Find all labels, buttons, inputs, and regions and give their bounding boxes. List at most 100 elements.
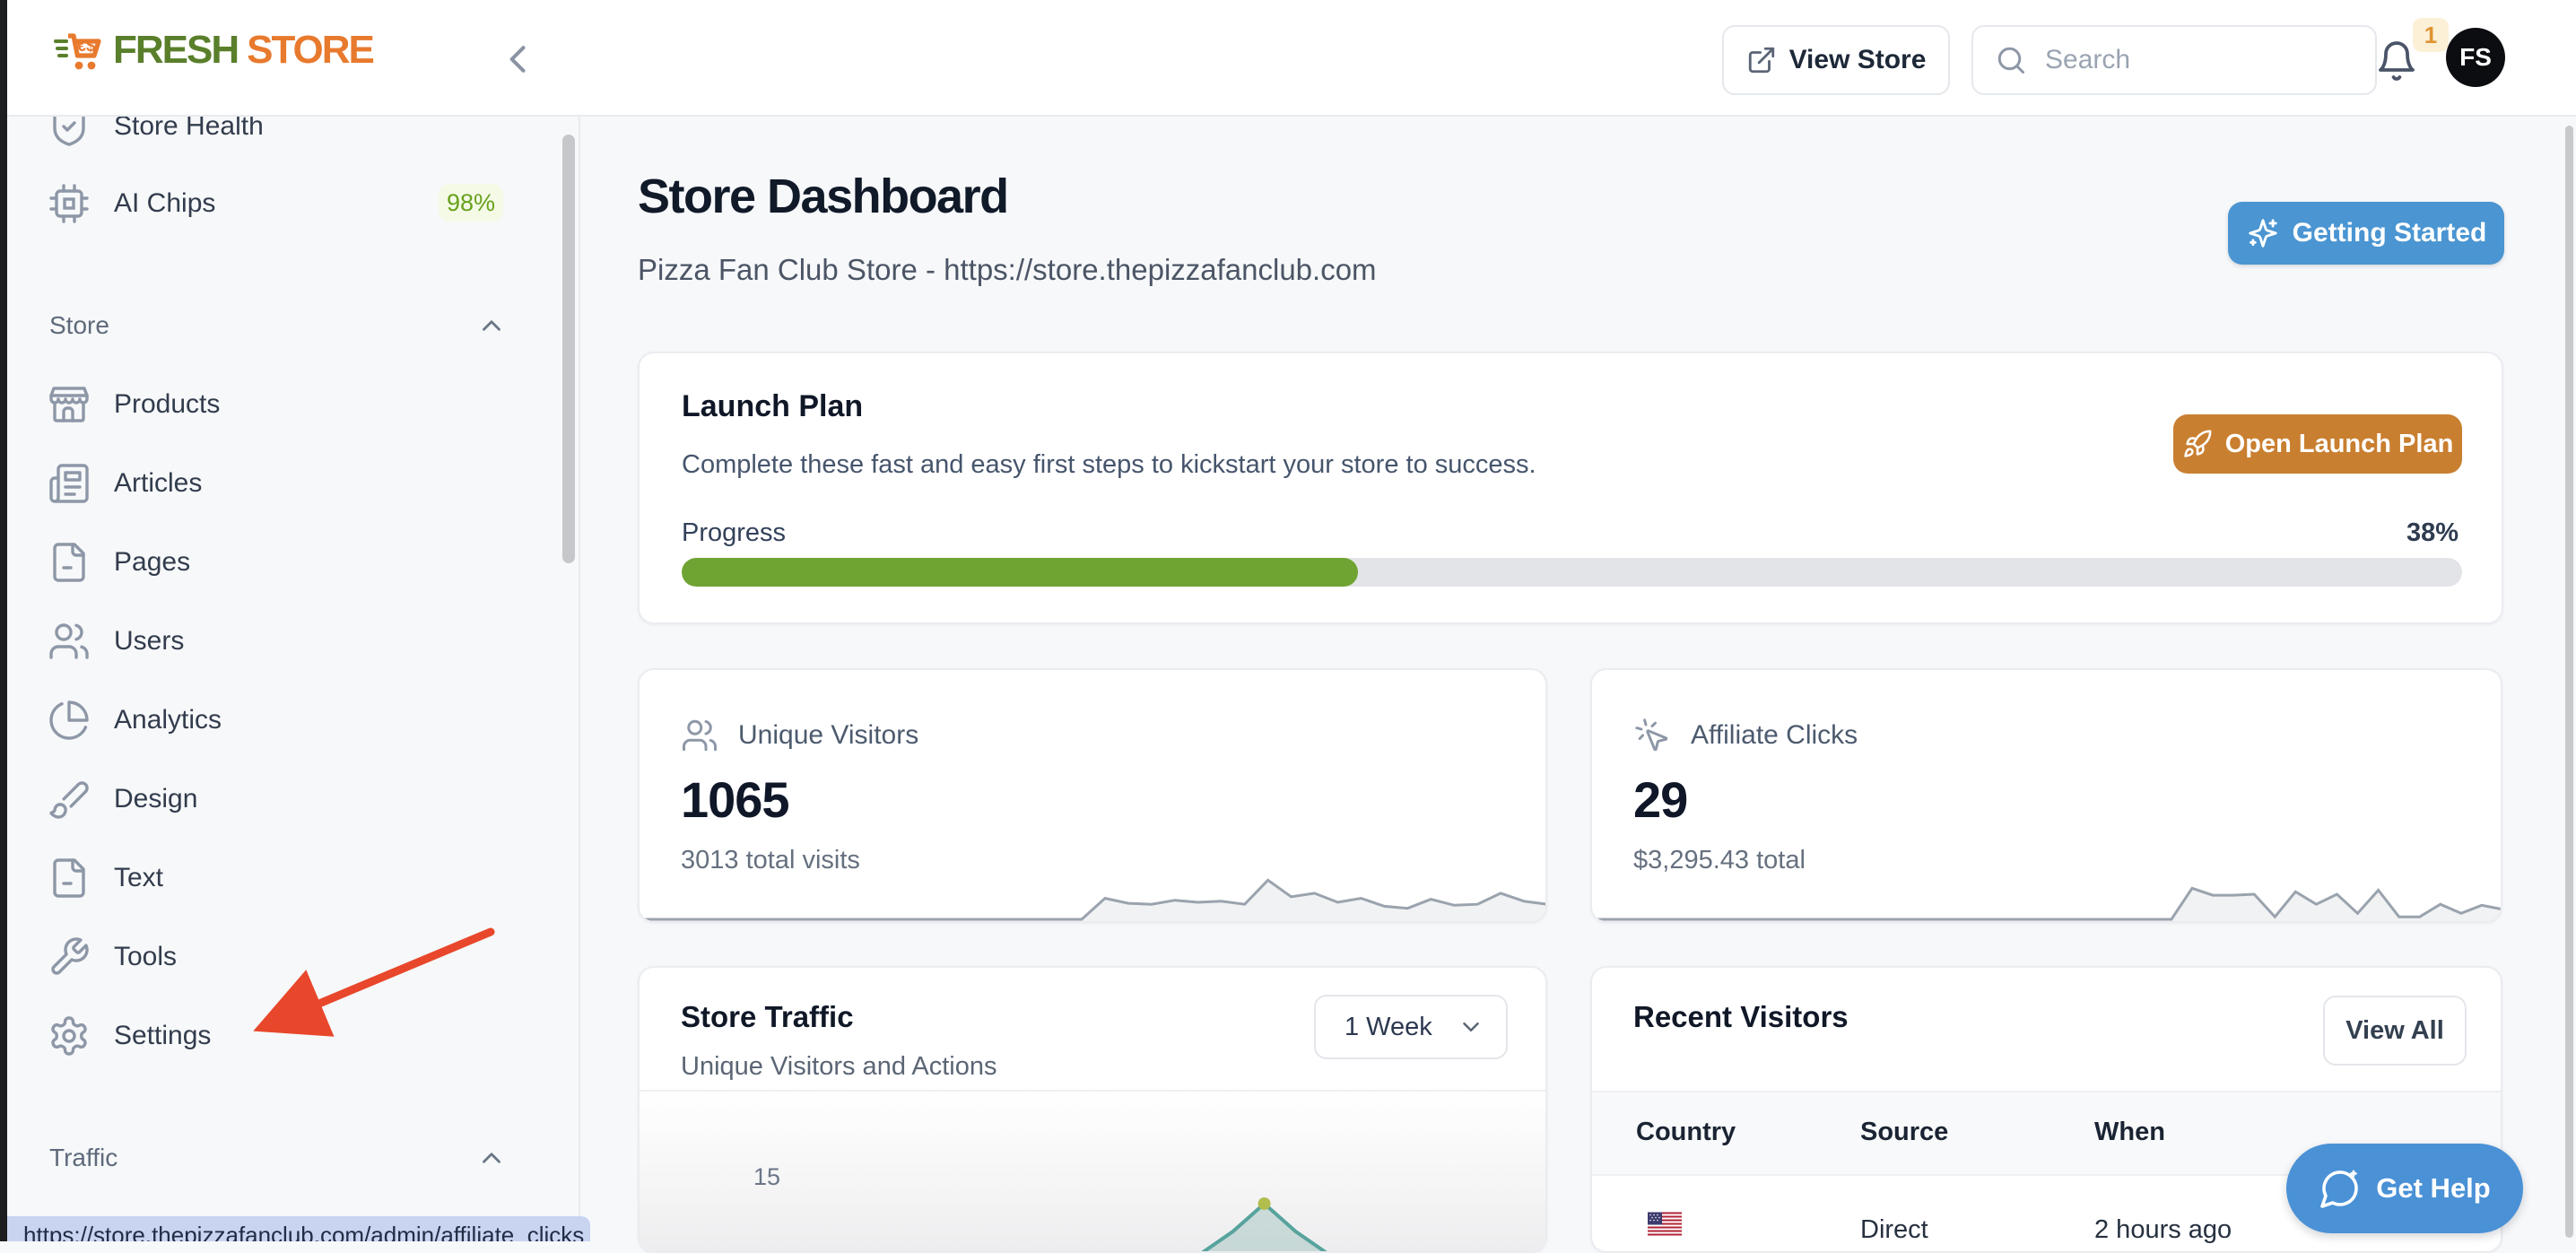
status-bar-url: https://store.thepizzafanclub.com/admin/… xyxy=(7,1216,590,1241)
column-when: When xyxy=(2094,1118,2165,1147)
page-title: Store Dashboard xyxy=(638,169,1008,224)
cursor-click-icon xyxy=(1633,717,1671,754)
launch-plan-description: Complete these fast and easy first steps… xyxy=(682,450,1536,480)
sidebar-label-pages: Pages xyxy=(114,547,190,578)
get-help-button[interactable]: Get Help xyxy=(2286,1144,2523,1233)
sidebar-label-articles: Articles xyxy=(114,468,202,499)
sidebar-item-products[interactable]: Products xyxy=(7,377,579,432)
file-icon xyxy=(48,541,91,584)
ai-chips-percent-badge: 98% xyxy=(439,184,503,222)
notifications-button[interactable] xyxy=(2375,36,2418,83)
external-link-icon xyxy=(1746,45,1777,75)
top-header: €$ FRESHSTORE View Store 1 FS xyxy=(7,0,2576,117)
progress-percent: 38% xyxy=(2406,518,2459,548)
chip-icon xyxy=(48,182,91,225)
sidebar-item-design[interactable]: Design xyxy=(7,771,579,827)
affiliate-clicks-card: Affiliate Clicks 29 $3,295.43 total xyxy=(1590,668,2502,923)
recent-visitors-title: Recent Visitors xyxy=(1633,1000,1849,1034)
column-source: Source xyxy=(1860,1118,1948,1147)
column-country: Country xyxy=(1636,1118,1736,1147)
unique-visitors-value: 1065 xyxy=(681,770,789,829)
sidebar-section-traffic: Traffic xyxy=(49,1144,117,1172)
bell-icon xyxy=(2375,36,2418,83)
sidebar-item-store-health[interactable]: Store Health xyxy=(7,115,579,154)
sidebar-item-articles[interactable]: Articles xyxy=(7,456,579,511)
get-help-label: Get Help xyxy=(2376,1172,2490,1205)
document-icon xyxy=(48,857,91,900)
logo-text-fresh: FRESH xyxy=(113,28,238,73)
chevron-down-icon xyxy=(1458,1014,1484,1040)
traffic-area-chart xyxy=(640,1093,1545,1253)
search-box[interactable] xyxy=(1971,25,2377,95)
sidebar-label-users: Users xyxy=(114,626,184,657)
sidebar-item-pages[interactable]: Pages xyxy=(7,535,579,590)
users-icon xyxy=(681,717,718,754)
view-all-button[interactable]: View All xyxy=(2323,996,2467,1066)
getting-started-label: Getting Started xyxy=(2293,218,2487,248)
unique-visitors-label: Unique Visitors xyxy=(738,720,918,751)
view-store-label: View Store xyxy=(1789,45,1927,75)
row-when: 2 hours ago xyxy=(2094,1215,2232,1245)
progress-label: Progress xyxy=(682,518,786,548)
page-scrollbar[interactable] xyxy=(2565,126,2573,1238)
sidebar-item-settings[interactable]: Settings xyxy=(7,1008,579,1064)
sidebar-label-settings: Settings xyxy=(114,1021,211,1051)
unique-visitors-card: Unique Visitors 1065 3013 total visits xyxy=(638,668,1547,923)
sidebar-label-ai-chips: AI Chips xyxy=(114,188,215,219)
launch-plan-title: Launch Plan xyxy=(682,389,863,424)
sidebar-label-analytics: Analytics xyxy=(114,705,222,735)
newspaper-icon xyxy=(48,462,91,505)
progress-bar-fill xyxy=(682,558,1358,587)
sidebar-item-users[interactable]: Users xyxy=(7,613,579,669)
sidebar-label-tools: Tools xyxy=(114,942,177,972)
sidebar-item-analytics[interactable]: Analytics xyxy=(7,692,579,748)
wrench-icon xyxy=(48,935,91,979)
sparkles-icon xyxy=(2246,216,2280,250)
sidebar-section-store: Store xyxy=(49,311,109,340)
paintbrush-icon xyxy=(48,778,91,821)
window-edge-strip xyxy=(0,0,7,1241)
affiliate-clicks-label: Affiliate Clicks xyxy=(1691,720,1858,751)
sidebar-item-tools[interactable]: Tools xyxy=(7,929,579,985)
search-input[interactable] xyxy=(2043,44,2316,76)
sidebar-label-store-health: Store Health xyxy=(114,115,264,142)
affiliate-clicks-sparkline xyxy=(1592,864,2502,921)
logo-text-store: STORE xyxy=(247,28,373,73)
view-store-button[interactable]: View Store xyxy=(1722,25,1950,95)
unique-visitors-sparkline xyxy=(640,864,1547,921)
svg-text:€$: €$ xyxy=(77,37,95,55)
sidebar-nav: Store Health AI Chips 98% Store Products xyxy=(7,115,580,1241)
sidebar-item-text[interactable]: Text xyxy=(7,850,579,906)
affiliate-clicks-value: 29 xyxy=(1633,770,1687,829)
rocket-icon xyxy=(2182,429,2213,459)
sidebar-label-text: Text xyxy=(114,863,163,893)
time-range-value: 1 Week xyxy=(1345,1013,1432,1042)
sidebar-collapse-button[interactable] xyxy=(499,39,538,79)
sidebar-label-products: Products xyxy=(114,389,220,420)
user-avatar[interactable]: FS xyxy=(2446,28,2505,87)
time-range-select[interactable]: 1 Week xyxy=(1314,995,1508,1059)
search-icon xyxy=(1995,44,2027,76)
chat-bubble-icon xyxy=(2319,1167,2362,1210)
progress-bar xyxy=(682,558,2462,587)
store-traffic-subtitle: Unique Visitors and Actions xyxy=(681,1052,997,1082)
sidebar-label-design: Design xyxy=(114,784,197,814)
shield-check-icon xyxy=(48,115,91,148)
store-traffic-card: Store Traffic Unique Visitors and Action… xyxy=(638,966,1547,1253)
storefront-icon xyxy=(48,383,91,426)
us-flag-icon xyxy=(1648,1212,1682,1236)
users-icon xyxy=(48,620,91,663)
gear-icon xyxy=(48,1014,91,1057)
open-launch-plan-label: Open Launch Plan xyxy=(2225,430,2454,459)
chevron-left-icon xyxy=(499,39,538,79)
pie-chart-icon xyxy=(48,699,91,742)
cart-icon: €$ xyxy=(54,27,104,74)
row-source: Direct xyxy=(1860,1215,1928,1245)
store-traffic-title: Store Traffic xyxy=(681,1000,854,1034)
chevron-up-icon[interactable] xyxy=(476,310,507,341)
getting-started-button[interactable]: Getting Started xyxy=(2228,202,2504,265)
open-launch-plan-button[interactable]: Open Launch Plan xyxy=(2173,414,2462,474)
sidebar-scrollbar[interactable] xyxy=(562,135,575,563)
freshstore-logo[interactable]: €$ FRESHSTORE xyxy=(54,27,373,74)
chevron-up-icon[interactable] xyxy=(476,1143,507,1173)
